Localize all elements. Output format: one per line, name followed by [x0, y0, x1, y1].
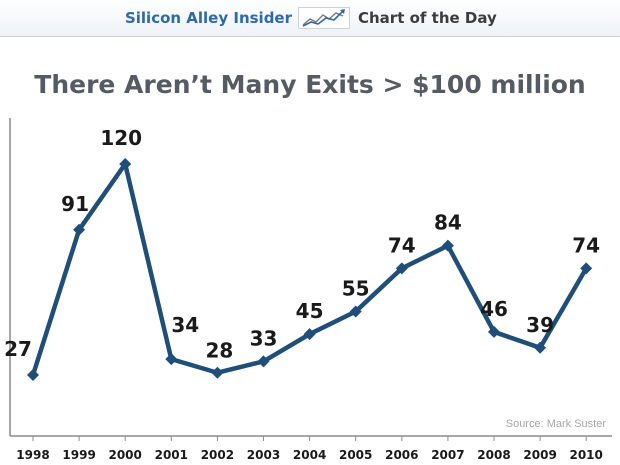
data-label: 45	[296, 299, 324, 323]
rising-chart-arrow-icon	[298, 7, 350, 29]
banner: Silicon Alley Insider Chart of the Day	[0, 0, 620, 37]
x-tick-label: 2002	[201, 448, 234, 462]
data-label: 120	[100, 126, 142, 150]
data-point-marker	[165, 353, 178, 366]
series-line	[30, 158, 589, 376]
source-note: Source: Mark Suster	[505, 418, 606, 430]
data-point-marker	[257, 355, 270, 368]
data-label: 39	[526, 313, 554, 337]
data-label: 84	[434, 211, 462, 235]
data-label: 33	[250, 326, 278, 350]
x-tick-label: 2010	[569, 448, 602, 462]
data-point-marker	[395, 262, 408, 275]
chart-of-the-day-label: Chart of the Day	[358, 9, 497, 27]
data-label: 27	[4, 337, 32, 361]
data-point-marker	[73, 223, 86, 236]
x-tick-label: 2005	[339, 448, 372, 462]
x-tick-label: 2008	[477, 448, 510, 462]
data-point-marker	[27, 369, 39, 381]
x-tick-label: 1998	[16, 448, 49, 462]
data-label: 91	[61, 192, 89, 216]
data-point-marker	[119, 158, 132, 170]
x-tick-label: 2003	[247, 448, 280, 462]
data-label: 28	[205, 339, 233, 363]
data-label: 55	[342, 276, 370, 300]
data-label: 46	[480, 297, 508, 321]
data-point-marker	[211, 366, 224, 379]
data-point-marker	[534, 341, 547, 354]
data-label: 74	[388, 233, 416, 257]
data-point-marker	[580, 262, 593, 275]
x-tick-label: 2000	[108, 448, 141, 462]
data-point-marker	[441, 239, 454, 252]
data-point-marker	[349, 305, 362, 318]
data-label: 34	[171, 313, 199, 337]
data-label: 74	[572, 233, 600, 257]
x-tick-label: 2007	[431, 448, 464, 462]
data-point-marker	[488, 325, 500, 338]
x-tick-label: 2004	[293, 448, 326, 462]
x-tick-label: 1999	[62, 448, 95, 462]
x-tick-label: 2009	[523, 448, 556, 462]
brand-name: Silicon Alley Insider	[124, 9, 292, 27]
x-tick-label: 2006	[385, 448, 418, 462]
chart-title: There Aren’t Many Exits > $100 million	[34, 70, 586, 99]
data-point-marker	[303, 328, 316, 341]
x-tick-label: 2001	[155, 448, 188, 462]
